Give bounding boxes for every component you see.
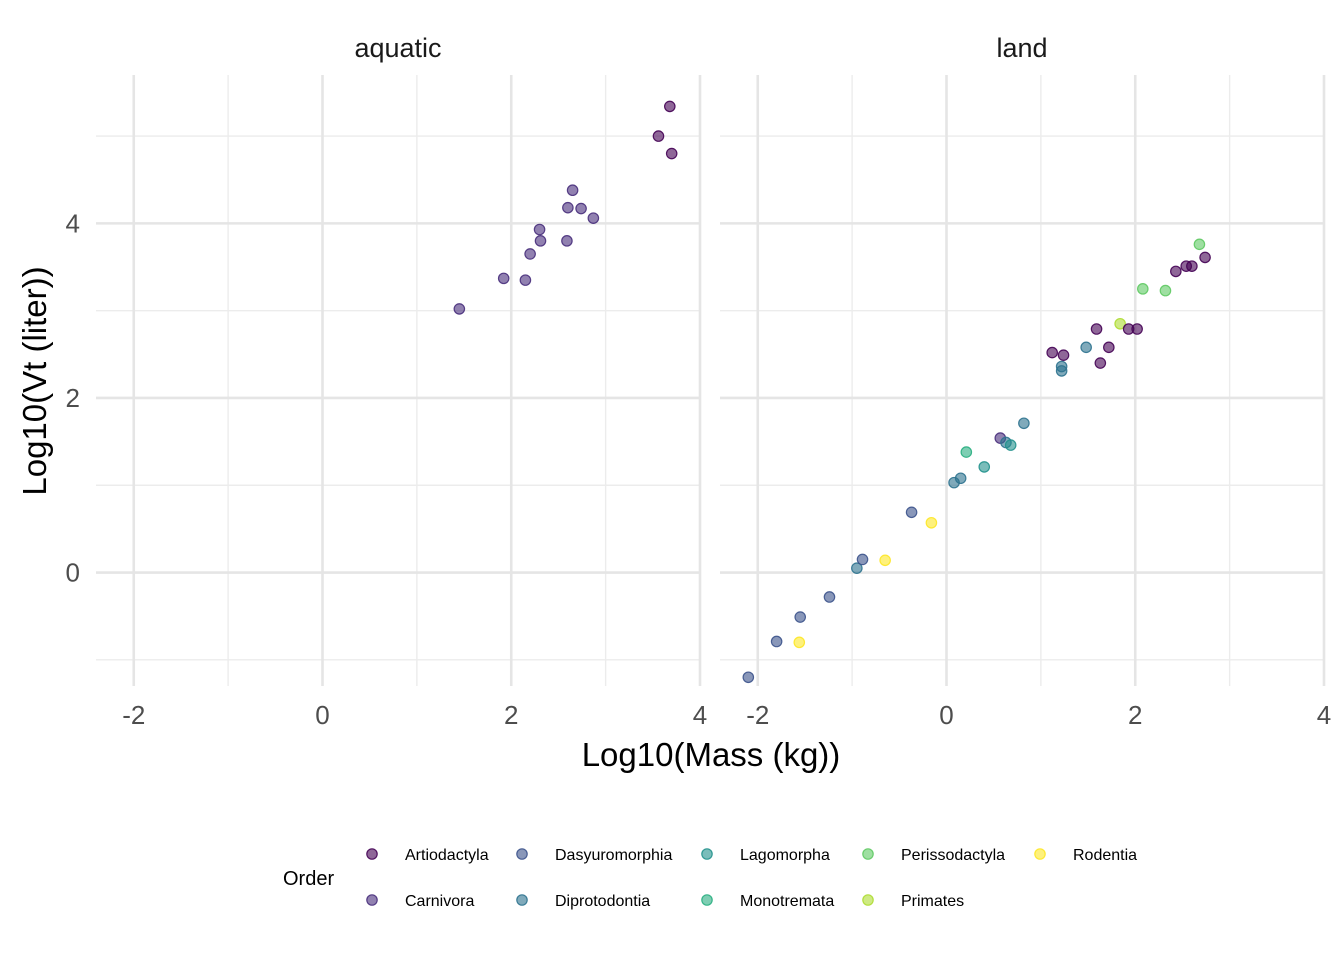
legend-label: Diprotodontia xyxy=(555,893,650,910)
grid-aquatic xyxy=(96,75,702,686)
legend-items: Artiodactyla Carnivora Dasyuromorphia Dipro… xyxy=(366,847,1137,910)
data-point xyxy=(519,274,532,286)
x-tick-label: -2 xyxy=(746,700,769,730)
legend-key xyxy=(701,848,713,860)
data-point xyxy=(524,248,536,260)
panel-aquatic: aquatic -2 0 2 4 xyxy=(96,33,707,730)
data-point xyxy=(960,446,973,458)
data-point xyxy=(742,671,755,684)
data-point xyxy=(1055,365,1068,377)
panel-land: land -2 0 2 4 xyxy=(720,33,1331,730)
data-point xyxy=(925,516,938,529)
x-tick-label: 2 xyxy=(504,700,518,730)
data-point xyxy=(575,202,587,215)
data-point xyxy=(1046,346,1058,359)
data-point xyxy=(1137,283,1149,295)
x-tick-label: -2 xyxy=(122,700,145,730)
x-tick-label: 0 xyxy=(315,700,329,730)
data-point xyxy=(1018,417,1030,430)
legend-key xyxy=(516,848,528,860)
data-point xyxy=(794,611,807,623)
legend-label: Dasyuromorphia xyxy=(555,847,672,864)
data-point xyxy=(793,636,806,649)
data-point xyxy=(1090,323,1103,335)
data-point xyxy=(1193,238,1206,251)
data-point xyxy=(1094,357,1107,369)
legend-title: Order xyxy=(283,868,334,890)
data-point xyxy=(665,147,678,160)
data-point xyxy=(1004,439,1017,451)
data-point xyxy=(1103,341,1115,354)
data-point xyxy=(1080,341,1092,354)
data-point xyxy=(1186,260,1198,272)
data-point xyxy=(561,235,573,247)
x-axis-title: Log10(Mass (kg)) xyxy=(582,736,841,773)
y-tick-label: 0 xyxy=(66,558,80,588)
y-tick-labels: 0 2 4 xyxy=(66,208,80,587)
data-point xyxy=(652,130,665,142)
data-point xyxy=(587,212,600,224)
data-point xyxy=(533,223,546,236)
data-point xyxy=(978,461,991,473)
y-tick-label: 2 xyxy=(66,383,80,413)
data-point xyxy=(1057,349,1070,361)
legend-label: Rodentia xyxy=(1073,847,1137,864)
data-point xyxy=(905,506,918,519)
points-aquatic xyxy=(453,100,678,315)
data-point xyxy=(823,591,836,603)
legend-key xyxy=(701,894,713,906)
panel-title-aquatic: aquatic xyxy=(354,33,441,63)
legend-label: Carnivora xyxy=(405,893,474,910)
x-tick-label: 4 xyxy=(1317,700,1331,730)
legend-label: Perissodactyla xyxy=(901,847,1005,864)
x-tick-label: 0 xyxy=(939,700,953,730)
data-point xyxy=(497,272,510,285)
data-point xyxy=(856,553,869,566)
data-point xyxy=(851,562,863,574)
legend-label: Artiodactyla xyxy=(405,847,489,864)
data-point xyxy=(770,635,783,648)
data-point xyxy=(1114,317,1126,330)
data-point xyxy=(534,235,547,247)
legend-label: Lagomorpha xyxy=(740,847,830,864)
grid-land xyxy=(720,75,1326,686)
legend-key xyxy=(366,894,378,906)
x-tick-labels-aquatic: -2 0 2 4 xyxy=(122,700,707,730)
data-point xyxy=(1131,323,1143,335)
legend-key xyxy=(366,848,378,860)
data-point xyxy=(1159,284,1172,297)
data-point xyxy=(453,303,466,315)
data-point xyxy=(663,100,676,113)
x-tick-label: 4 xyxy=(693,700,707,730)
y-tick-label: 4 xyxy=(66,208,80,238)
legend-key xyxy=(1034,848,1046,860)
legend-key xyxy=(862,848,874,860)
data-point xyxy=(879,554,891,567)
data-point xyxy=(954,472,967,485)
y-axis-title: Log10(Vt (liter)) xyxy=(16,266,53,495)
data-point xyxy=(562,201,574,214)
data-point xyxy=(1199,251,1211,264)
legend-key xyxy=(862,894,874,906)
legend-label: Monotremata xyxy=(740,893,834,910)
legend: Order Artiodactyla Carnivora Dasyuromorphi… xyxy=(283,847,1137,910)
data-point xyxy=(1170,265,1182,278)
panel-title-land: land xyxy=(996,33,1047,63)
legend-label: Primates xyxy=(901,893,964,910)
x-tick-labels-land: -2 0 2 4 xyxy=(746,700,1331,730)
x-tick-label: 2 xyxy=(1128,700,1142,730)
data-point xyxy=(566,184,579,197)
legend-key xyxy=(516,894,528,906)
points-land xyxy=(742,238,1211,684)
